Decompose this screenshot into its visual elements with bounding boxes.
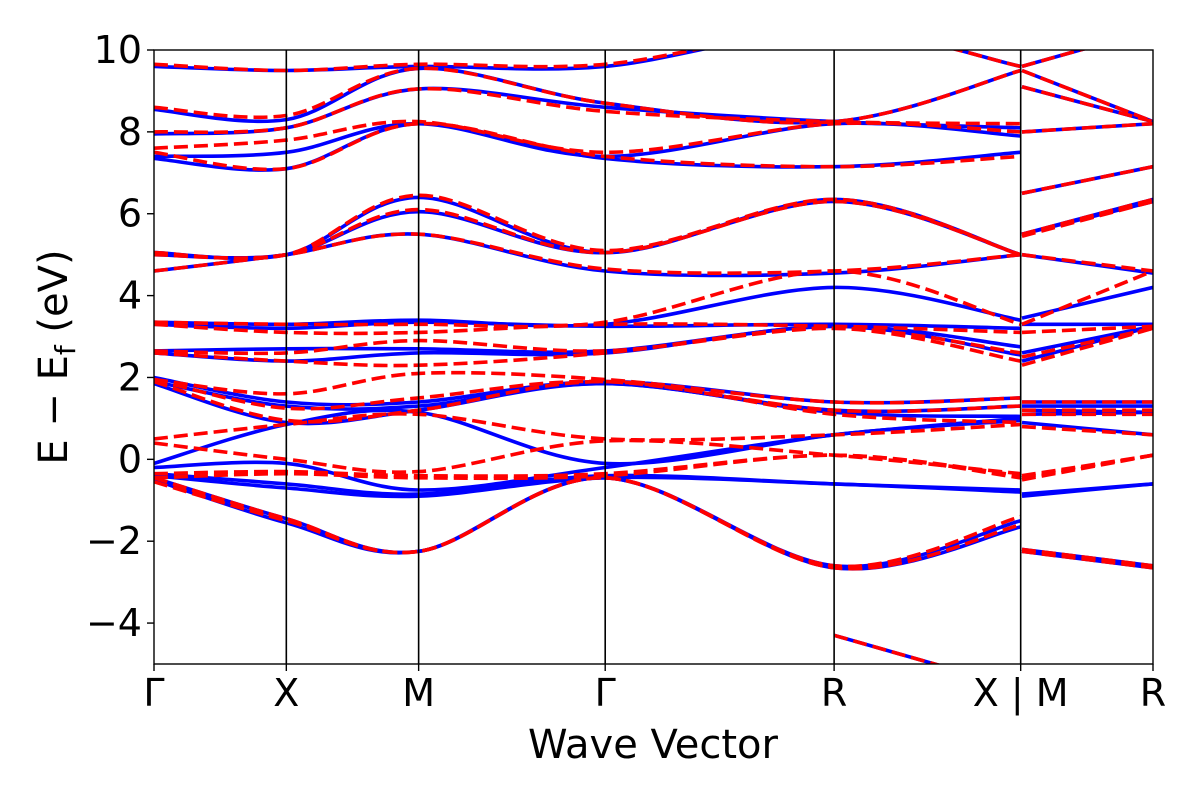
x-axis-label: Wave Vector	[528, 722, 779, 768]
band-line-red	[1021, 424, 1153, 437]
band-line-red	[1021, 197, 1153, 236]
band-line-red	[154, 379, 1021, 425]
y-tick-label: 6	[118, 192, 142, 236]
band-line-blue	[154, 121, 1021, 172]
x-tick-label: X | M	[973, 671, 1069, 716]
y-tick-label: 8	[118, 110, 142, 154]
band-line-blue	[833, 633, 942, 664]
x-tick-label: X	[273, 671, 299, 715]
band-line-red	[1021, 549, 1153, 570]
y-axis-label: E − Ef (eV)	[31, 249, 82, 464]
band-line-red	[1021, 326, 1153, 359]
y-tick-label: 4	[118, 274, 142, 318]
band-line-red	[1021, 547, 1153, 568]
bands-layer	[154, 50, 1153, 664]
band-line-red	[154, 193, 1022, 261]
band-line-red	[1021, 68, 1153, 124]
band-line-blue	[154, 199, 1022, 260]
band-line-red	[1021, 324, 1153, 335]
band-line-red	[1021, 50, 1087, 69]
x-tick-label: Γ	[595, 671, 616, 715]
band-line-red	[1021, 121, 1153, 134]
x-tick-label: R	[1140, 671, 1166, 715]
band-line-red	[154, 66, 1022, 125]
y-axis: −4 −2 0 2 4 6 8 10	[86, 28, 154, 645]
band-line-blue	[1021, 482, 1153, 496]
band-line-blue	[154, 285, 1022, 328]
band-line-red	[1021, 164, 1153, 196]
y-axis-label-main: E − E	[31, 355, 77, 465]
plot-frame	[153, 49, 1154, 665]
x-axis: Γ X M Γ R X | M R	[143, 664, 1166, 716]
x-tick-label: M	[402, 671, 435, 715]
x-tick-label: R	[821, 671, 847, 715]
y-tick-label: 10	[94, 28, 142, 72]
band-line-red	[154, 370, 1021, 405]
y-axis-label-sub: f	[49, 344, 82, 355]
band-line-red	[1021, 199, 1153, 238]
y-axis-label-unit: (eV)	[31, 249, 77, 345]
band-line-red	[1021, 252, 1153, 273]
x-tick-label: Γ	[143, 671, 164, 715]
band-line-blue	[1021, 285, 1153, 320]
band-line-red	[1021, 269, 1153, 326]
y-tick-label: 0	[118, 437, 142, 481]
y-tick-label: −4	[86, 601, 142, 645]
band-line-red	[154, 269, 1022, 329]
plot-area	[153, 49, 1154, 665]
band-line-blue	[154, 475, 1022, 571]
band-line-blue	[154, 324, 1021, 354]
y-tick-label: 2	[118, 355, 142, 399]
band-line-red	[154, 475, 1022, 569]
band-line-red	[1021, 453, 1153, 478]
k-point-lines	[285, 50, 1022, 664]
y-tick-label: −2	[86, 519, 142, 563]
band-line-red	[154, 119, 1021, 155]
